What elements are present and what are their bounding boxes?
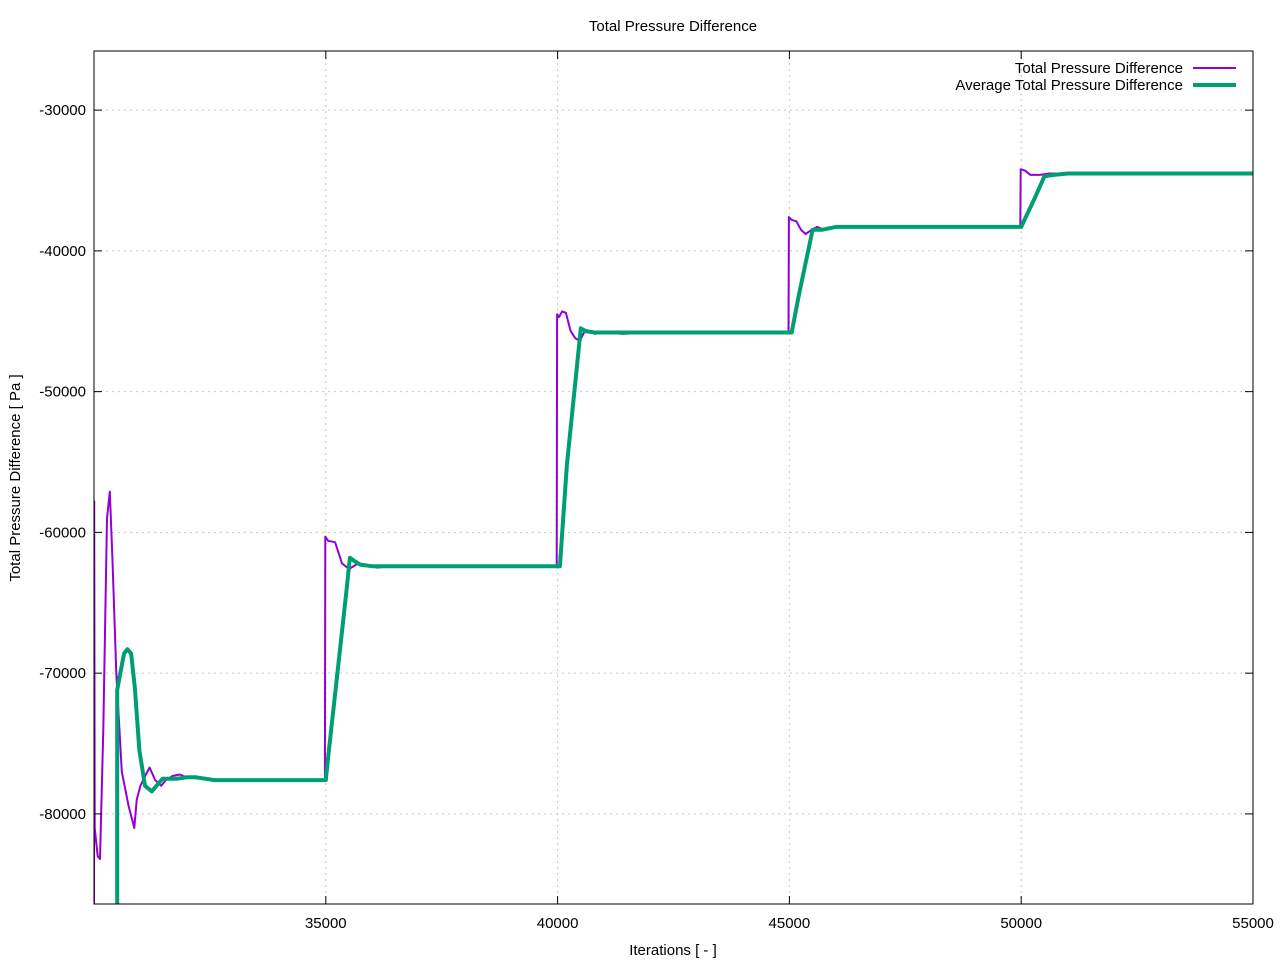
y-tick-label: -40000 — [39, 243, 86, 260]
y-axis-label: Total Pressure Difference [ Pa ] — [7, 374, 24, 581]
x-tick-label: 45000 — [769, 915, 811, 932]
series-line-1 — [94, 168, 1253, 904]
y-tick-label: -30000 — [39, 102, 86, 119]
y-tick-label: -80000 — [39, 806, 86, 823]
y-tick-label: -60000 — [39, 524, 86, 541]
plot-area-border — [93, 50, 1254, 905]
grid-lines — [94, 51, 1254, 904]
y-tick-label: -50000 — [39, 384, 86, 401]
x-tick-label: 35000 — [305, 915, 347, 932]
legend-label-1: Total Pressure Difference — [1015, 60, 1183, 77]
x-axis-label: Iterations [ - ] — [629, 942, 717, 959]
series-line-2 — [115, 171, 1253, 904]
y-tick-label: -70000 — [39, 665, 86, 682]
x-tick-label: 55000 — [1232, 915, 1274, 932]
legend-label-2: Average Total Pressure Difference — [955, 77, 1183, 94]
x-tick-label: 50000 — [1000, 915, 1042, 932]
series-lines — [94, 168, 1253, 904]
x-tick-label: 40000 — [537, 915, 579, 932]
chart-title: Total Pressure Difference — [589, 18, 757, 35]
axis-ticks: 35000 40000 45000 50000 55000 -30000 -40000 -50… — [39, 51, 1274, 932]
